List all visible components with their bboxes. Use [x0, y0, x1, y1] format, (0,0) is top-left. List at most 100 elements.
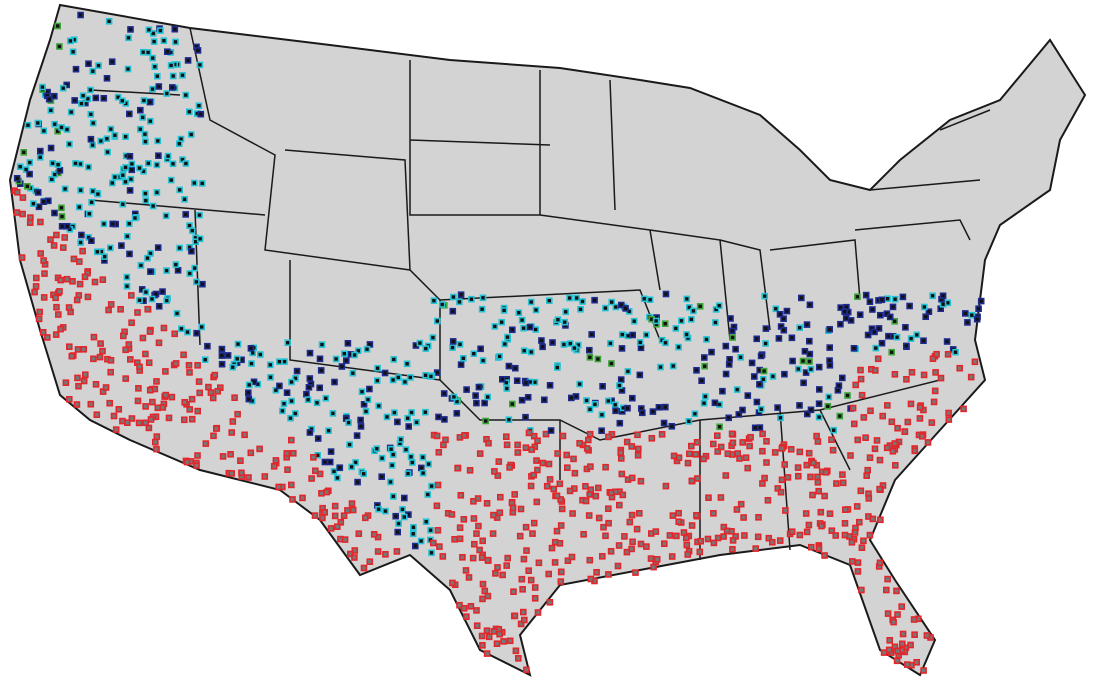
marker [903, 661, 911, 668]
marker [850, 420, 858, 428]
marker [395, 520, 402, 527]
marker [858, 391, 866, 399]
marker [172, 261, 180, 268]
marker [144, 254, 151, 262]
marker [875, 325, 883, 332]
marker [515, 309, 523, 317]
marker [150, 38, 158, 45]
marker [511, 364, 519, 372]
marker [802, 369, 810, 376]
marker [463, 386, 470, 393]
marker [473, 607, 480, 614]
marker [62, 379, 70, 387]
marker [101, 253, 108, 260]
marker [56, 288, 63, 295]
marker [797, 294, 805, 302]
marker [228, 429, 235, 436]
marker [196, 235, 204, 243]
marker [748, 359, 756, 367]
marker [477, 345, 484, 353]
marker [551, 538, 559, 546]
marker [883, 402, 891, 409]
marker [815, 413, 823, 421]
marker [805, 449, 813, 457]
marker [234, 340, 242, 348]
marker [112, 426, 120, 433]
marker [78, 100, 85, 107]
marker [885, 646, 893, 654]
marker [643, 543, 650, 550]
marker [782, 507, 789, 514]
marker [450, 293, 457, 301]
marker [496, 493, 504, 501]
marker [139, 114, 146, 121]
marker [742, 454, 750, 462]
marker [505, 362, 513, 370]
marker [528, 446, 536, 453]
marker [857, 366, 864, 374]
marker [807, 365, 815, 373]
marker [857, 487, 865, 495]
marker [496, 509, 504, 517]
marker [63, 275, 71, 283]
marker [598, 552, 606, 560]
marker [434, 481, 442, 489]
marker [394, 374, 402, 381]
marker [498, 318, 506, 326]
marker [815, 487, 823, 495]
marker [490, 628, 498, 635]
marker [615, 542, 623, 549]
marker [72, 65, 80, 73]
marker [422, 371, 429, 379]
marker [605, 571, 612, 578]
marker [854, 436, 862, 444]
marker [378, 473, 386, 481]
marker [122, 133, 129, 140]
marker [94, 248, 101, 256]
marker [234, 410, 241, 418]
marker [457, 361, 465, 368]
marker [176, 244, 183, 252]
marker [522, 444, 530, 452]
marker [837, 304, 845, 311]
marker [907, 400, 915, 408]
marker [195, 378, 203, 385]
marker [529, 530, 536, 537]
marker [838, 374, 846, 382]
state-border [719, 109, 991, 331]
marker [685, 304, 693, 311]
marker [233, 355, 241, 363]
marker [901, 428, 909, 436]
marker [939, 300, 947, 308]
marker [693, 366, 700, 374]
marker [929, 355, 937, 363]
marker [124, 65, 132, 73]
marker [375, 505, 382, 513]
marker [126, 250, 133, 258]
marker [755, 513, 762, 521]
marker [519, 585, 526, 593]
marker [618, 345, 626, 352]
marker [929, 292, 936, 300]
marker [853, 503, 861, 510]
marker [126, 220, 133, 227]
marker [850, 344, 858, 352]
marker [701, 362, 709, 370]
marker [511, 612, 519, 620]
marker [622, 305, 629, 312]
marker [107, 125, 115, 133]
marker [419, 469, 427, 477]
marker [756, 380, 763, 388]
marker [805, 521, 813, 529]
marker [683, 295, 691, 303]
marker [607, 340, 614, 347]
marker [182, 160, 190, 167]
marker [224, 352, 232, 359]
marker [491, 468, 498, 475]
marker [142, 138, 149, 145]
marker [34, 119, 42, 127]
marker [87, 400, 95, 408]
marker [882, 586, 890, 594]
marker [865, 495, 873, 502]
marker [63, 223, 71, 230]
